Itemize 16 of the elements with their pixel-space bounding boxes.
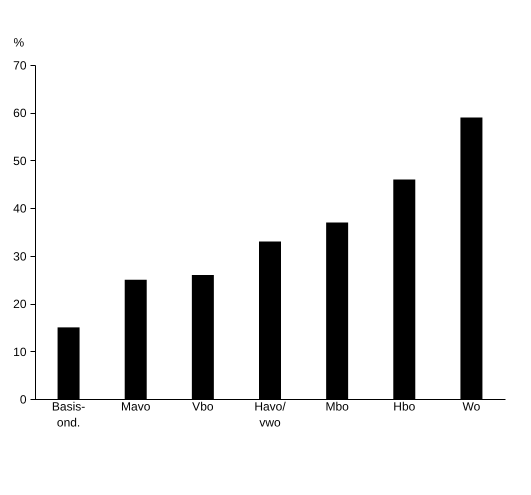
x-tick-label: Mavo [121,400,151,414]
x-tick-label: Mbo [325,400,350,414]
x-tick-label: Basis- ond. [52,400,86,430]
y-tick-label: 10 [13,344,27,359]
y-axis-title: % [14,36,24,50]
y-tick-label: 30 [13,249,27,264]
y-tick-label: 20 [13,297,27,312]
x-tick-label: Vbo [192,400,214,414]
y-tick-label: 50 [13,154,27,168]
y-tick-label: 60 [13,106,27,120]
x-tick-label: Wo [462,400,481,414]
x-tick-label: Hbo [393,400,416,414]
y-tick-label: 0 [20,392,27,406]
y-tick-label: 40 [13,202,27,216]
x-tick-label: Havo/ vwo [254,400,286,430]
y-tick-label: 70 [13,58,27,72]
